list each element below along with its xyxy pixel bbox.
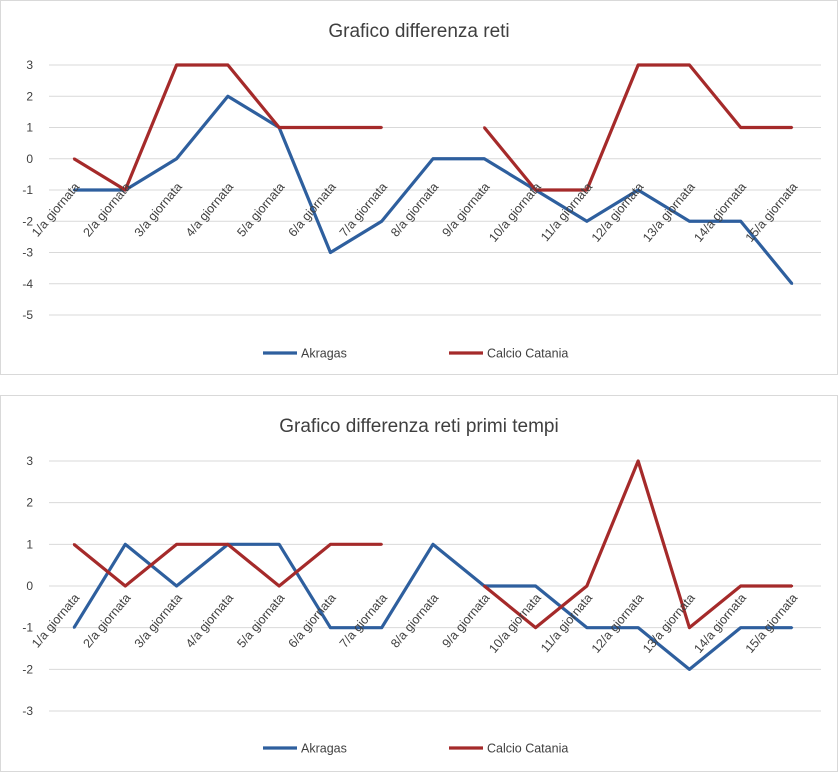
data-point: [483, 584, 486, 588]
chart-first-half-goal-difference: Grafico differenza reti primi tempi 3210…: [22, 416, 821, 756]
chart-goal-difference: Grafico differenza reti 3 2 1 0 -1 -2 -3 -4 -5 1/…: [22, 21, 821, 361]
legend-label: Akragas: [301, 742, 347, 756]
data-point: [790, 126, 794, 129]
data-point: [585, 584, 589, 588]
x-tick-label: 1/a giornata: [29, 180, 82, 240]
y-tick-label: 2: [26, 496, 33, 510]
data-point: [739, 626, 742, 629]
data-point: [175, 584, 178, 588]
data-point: [329, 126, 332, 129]
data-point: [380, 126, 383, 129]
x-tick-label: 1/a giornata: [29, 591, 82, 651]
data-point: [175, 157, 178, 160]
y-tick-label: 1: [26, 537, 33, 551]
data-point: [72, 188, 76, 192]
data-point: [380, 543, 383, 546]
data-point: [739, 126, 742, 129]
data-point: [636, 63, 640, 67]
x-tick-label: 2/a giornata: [80, 591, 133, 651]
legend-label: Calcio Catania: [487, 347, 568, 361]
x-tick-label: 8/a giornata: [388, 591, 441, 651]
data-point: [534, 584, 537, 588]
data-point: [585, 220, 589, 223]
x-tick-label: 9/a giornata: [439, 180, 492, 240]
data-point: [483, 126, 486, 129]
data-point: [329, 626, 332, 629]
data-point: [739, 584, 742, 588]
data-point: [534, 626, 537, 629]
data-point: [585, 188, 589, 192]
data-point: [688, 626, 691, 629]
data-point: [72, 157, 76, 160]
data-point: [534, 188, 537, 192]
x-tick-label: 6/a giornata: [286, 180, 339, 240]
data-point: [72, 543, 76, 546]
data-point: [72, 626, 76, 629]
data-point: [380, 220, 383, 223]
legend-label: Calcio Catania: [487, 742, 568, 756]
y-tick-label: -2: [22, 214, 33, 228]
y-tick-label: 0: [26, 579, 33, 593]
y-tick-label: -4: [22, 277, 33, 291]
data-point: [380, 626, 383, 629]
x-tick-label: 3/a giornata: [132, 591, 185, 651]
data-point: [124, 543, 127, 546]
y-tick-label: 2: [26, 89, 33, 103]
x-tick-label: 10/a giornata: [486, 591, 544, 656]
x-tick-label: 4/a giornata: [183, 591, 236, 651]
x-tick-label: 15/a giornata: [743, 591, 801, 656]
y-tick-label: -5: [22, 308, 33, 322]
data-point: [226, 95, 230, 98]
data-point: [739, 220, 742, 223]
data-point: [636, 188, 640, 192]
y-tick-label: 1: [26, 121, 33, 135]
x-tick-label: 9/a giornata: [439, 591, 492, 651]
chart-panel-goal-difference: Grafico differenza reti 3 2 1 0 -1 -2 -3 -4 -5 1/…: [0, 0, 838, 375]
data-point: [790, 584, 794, 588]
data-point: [688, 220, 691, 223]
y-tick-label: -3: [22, 246, 33, 260]
legend-label: Akragas: [301, 347, 347, 361]
x-tick-label: 7/a giornata: [337, 591, 390, 651]
y-tick-label: -1: [22, 621, 33, 635]
x-tick-label: 5/a giornata: [234, 180, 287, 240]
data-point: [431, 157, 435, 160]
data-point: [277, 126, 281, 129]
data-point: [636, 626, 640, 629]
data-point: [688, 668, 691, 671]
data-point: [175, 543, 178, 546]
data-point: [585, 626, 589, 629]
y-tick-label: -2: [22, 662, 33, 676]
data-point: [483, 157, 486, 160]
x-tick-label: 5/a giornata: [234, 591, 287, 651]
y-tick-label: 0: [26, 152, 33, 166]
data-point: [431, 543, 435, 546]
data-point: [277, 584, 281, 588]
data-point: [688, 63, 691, 67]
data-point: [636, 459, 640, 463]
data-point: [277, 543, 281, 546]
x-tick-label: 3/a giornata: [132, 180, 185, 240]
y-tick-label: -3: [22, 704, 33, 718]
y-tick-label: -1: [22, 183, 33, 197]
data-point: [124, 188, 127, 192]
data-point: [175, 63, 178, 67]
y-tick-label: 3: [26, 454, 33, 468]
data-point: [226, 543, 230, 546]
data-point: [790, 626, 794, 629]
chart-title: Grafico differenza reti primi tempi: [279, 416, 558, 437]
x-tick-label: 4/a giornata: [183, 180, 236, 240]
chart-title: Grafico differenza reti: [328, 21, 509, 42]
x-tick-label: 12/a giornata: [589, 591, 647, 656]
data-point: [329, 543, 332, 546]
x-tick-label: 8/a giornata: [388, 180, 441, 240]
data-point: [226, 63, 230, 67]
y-tick-label: 3: [26, 58, 33, 72]
data-point: [790, 282, 794, 285]
data-point: [329, 251, 332, 254]
data-point: [124, 584, 127, 588]
